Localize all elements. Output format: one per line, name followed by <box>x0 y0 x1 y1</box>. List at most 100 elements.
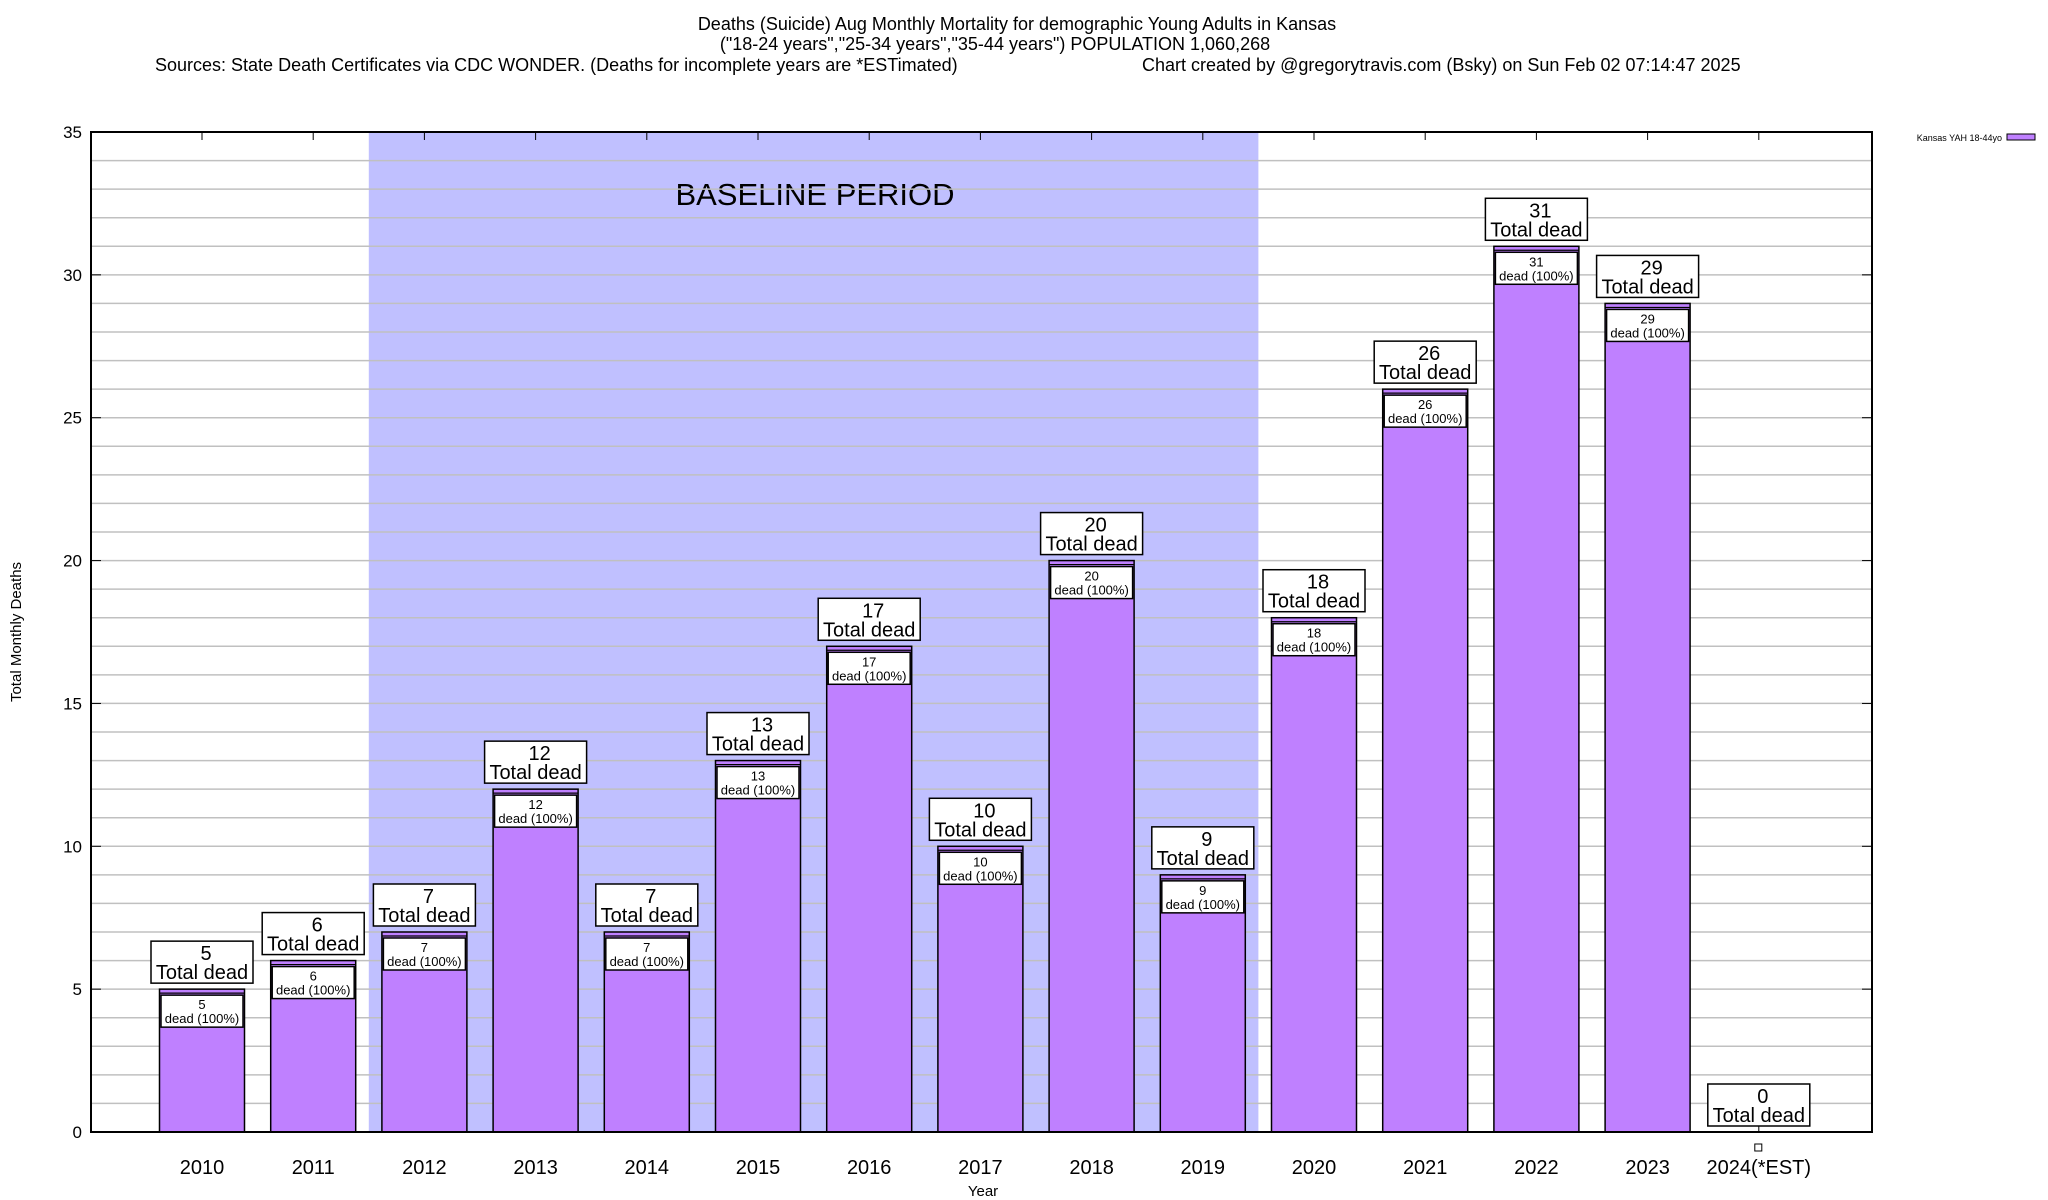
y-tick-label: 10 <box>63 837 82 856</box>
inner-label-text: dead (100%) <box>610 954 684 969</box>
y-tick-label: 20 <box>63 552 82 571</box>
x-tick-label: 2020 <box>1292 1157 1337 1179</box>
total-label-box <box>372 883 477 927</box>
total-label-text: Total dead <box>1601 276 1693 298</box>
total-label-text: Total dead <box>156 962 248 984</box>
inner-label-box <box>1494 251 1579 286</box>
bar-2018 <box>1048 559 1135 1133</box>
inner-label-value: 12 <box>528 797 542 812</box>
bar-2023 <box>1604 302 1691 1133</box>
y-tick-label: 15 <box>63 694 82 713</box>
inner-label-value: 10 <box>973 854 987 869</box>
total-label-box <box>1262 568 1366 613</box>
y-axis-label: Total Monthly Deaths <box>8 562 25 702</box>
x-tick-label: 2011 <box>292 1157 335 1179</box>
bar-2022 <box>1493 245 1580 1133</box>
total-label-box <box>483 740 588 784</box>
bar-2020 <box>1270 616 1358 1133</box>
inner-label-text: dead (100%) <box>1166 897 1240 912</box>
total-label-text: Total dead <box>823 619 915 641</box>
total-label-box <box>1595 254 1700 299</box>
x-tick-label: 2014 <box>625 1157 670 1179</box>
total-label-value: 13 <box>751 715 773 737</box>
inner-label-value: 18 <box>1307 626 1321 641</box>
inner-label-box <box>1383 394 1467 428</box>
total-label-value: 12 <box>528 743 550 765</box>
total-label-value: 20 <box>1084 515 1106 537</box>
total-label-box <box>595 883 699 927</box>
inner-label-box <box>1161 880 1245 914</box>
total-label-text: Total dead <box>601 905 693 927</box>
x-tick-label: 2016 <box>847 1157 892 1179</box>
inner-label-text: dead (100%) <box>721 783 795 798</box>
bar-2016 <box>825 645 913 1133</box>
x-tick-label: 2015 <box>736 1157 781 1179</box>
inner-label-text: dead (100%) <box>1277 640 1351 655</box>
inner-label-box <box>382 937 467 971</box>
total-label-value: 0 <box>1757 1086 1768 1108</box>
inner-label-text: dead (100%) <box>1054 583 1128 598</box>
total-label-text: Total dead <box>1045 534 1137 556</box>
inner-label-box <box>271 965 355 1000</box>
total-label-text: Total dead <box>1490 219 1582 241</box>
x-tick-label: 2010 <box>180 1157 225 1179</box>
total-label-text: Total dead <box>1268 591 1360 613</box>
inner-label-value: 7 <box>643 940 650 955</box>
total-label-box <box>928 797 1033 842</box>
total-label-value: 26 <box>1418 343 1440 365</box>
inner-label-box <box>605 937 689 971</box>
inner-label-value: 13 <box>751 769 765 784</box>
total-label-box <box>1373 340 1477 384</box>
total-label-text: Total dead <box>267 934 359 956</box>
inner-label-value: 20 <box>1084 569 1098 584</box>
total-label-value: 9 <box>1201 829 1212 851</box>
inner-label-box <box>1605 308 1690 343</box>
y-tick-label: 0 <box>73 1123 82 1142</box>
total-label-box <box>706 711 810 756</box>
inner-label-text: dead (100%) <box>387 954 461 969</box>
total-label-value: 6 <box>312 915 323 937</box>
bar-2021 <box>1381 388 1469 1133</box>
inner-label-text: dead (100%) <box>276 983 350 998</box>
inner-label-text: dead (100%) <box>1388 411 1462 426</box>
total-label-text: Total dead <box>1379 362 1471 384</box>
y-tick-label: 30 <box>63 266 82 285</box>
bar-2017 <box>937 845 1024 1133</box>
inner-label-value: 29 <box>1640 311 1654 326</box>
inner-label-value: 7 <box>421 940 428 955</box>
total-label-box <box>1707 1083 1811 1127</box>
x-tick-label: 2024(*EST) <box>1707 1157 1812 1179</box>
total-label-box <box>1039 511 1144 556</box>
bar-2013 <box>492 788 579 1133</box>
total-label-box <box>261 911 365 956</box>
inner-label-value: 6 <box>310 969 317 984</box>
inner-label-text: dead (100%) <box>832 668 906 683</box>
total-label-box <box>1151 826 1255 870</box>
total-label-value: 29 <box>1640 257 1662 279</box>
inner-label-value: 5 <box>198 997 205 1012</box>
total-label-value: 17 <box>862 600 884 622</box>
inner-label-box <box>827 651 911 686</box>
total-label-text: Total dead <box>1157 848 1249 870</box>
total-label-box <box>817 597 921 642</box>
total-label-text: Total dead <box>489 762 581 784</box>
baseline-label: BASELINE PERIOD <box>675 177 954 212</box>
bar-2015 <box>714 759 802 1133</box>
total-label-value: 7 <box>645 886 656 908</box>
inner-label-box <box>938 851 1023 886</box>
inner-label-text: dead (100%) <box>498 811 572 826</box>
y-tick-label: 35 <box>63 123 82 142</box>
total-label-value: 18 <box>1307 572 1329 594</box>
chart-title: Deaths (Suicide) Aug Monthly Mortality f… <box>698 14 1336 34</box>
inner-label-text: dead (100%) <box>1499 268 1573 283</box>
inner-label-box <box>1049 565 1134 600</box>
inner-label-box <box>716 765 800 800</box>
total-label-value: 10 <box>973 800 995 822</box>
chart-subtitle: ("18-24 years","25-34 years","35-44 year… <box>720 34 1270 54</box>
inner-label-text: dead (100%) <box>1610 325 1684 340</box>
x-tick-label: 2021 <box>1403 1157 1448 1179</box>
inner-label-box <box>493 794 578 828</box>
total-label-box <box>150 940 254 984</box>
inner-label-box <box>1272 622 1356 657</box>
